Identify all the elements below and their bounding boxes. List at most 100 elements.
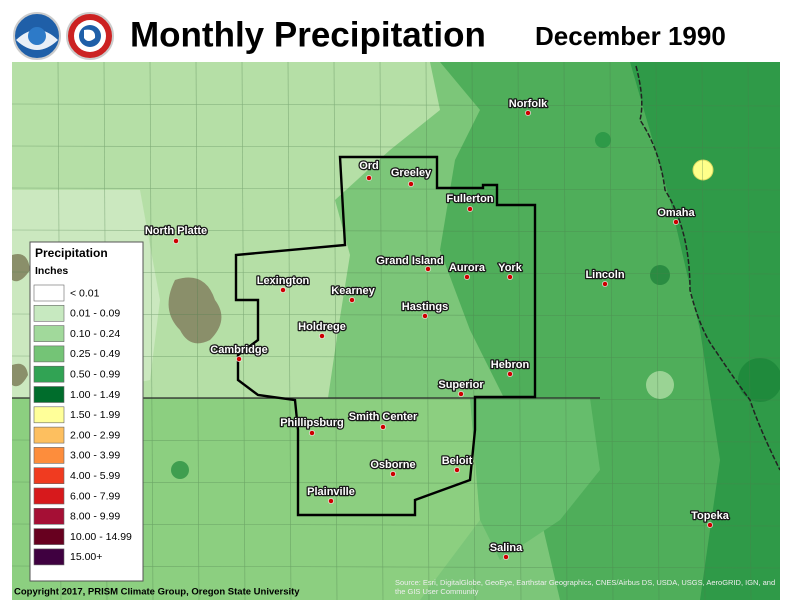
- city-label: Kearney: [331, 285, 375, 297]
- city-dot: [673, 219, 679, 225]
- legend-label: < 0.01: [70, 287, 100, 299]
- county-line: [747, 62, 752, 600]
- city-dot: [319, 333, 325, 339]
- city-label: Smith Center: [349, 411, 418, 423]
- legend-swatch: [33, 447, 65, 464]
- county-line: [241, 62, 246, 600]
- city-label: Beloit: [442, 455, 473, 467]
- legend-label: 4.00 - 5.99: [70, 470, 120, 482]
- city-dot: [464, 274, 470, 280]
- city-dot: [467, 206, 473, 212]
- legend-swatch: [33, 345, 65, 363]
- city-dot: [707, 522, 713, 528]
- county-line: [655, 62, 660, 600]
- nws-logo: [66, 12, 114, 60]
- legend-swatch: [33, 284, 65, 302]
- city-dot: [458, 391, 464, 397]
- legend-label: 3.00 - 3.99: [70, 450, 120, 462]
- city-label: Osborne: [370, 459, 415, 471]
- legend-label: 0.50 - 0.99: [70, 368, 120, 380]
- legend-swatch: [33, 426, 65, 444]
- city-dot: [328, 498, 334, 504]
- city-dot: [425, 266, 431, 272]
- county-line: [563, 62, 568, 600]
- city-label: Hebron: [491, 359, 530, 371]
- city-label: Superior: [438, 379, 484, 391]
- city-dot: [280, 287, 286, 293]
- source-box: Source: Esri, DigitalGlobe, GeoEye, Eart…: [395, 578, 776, 596]
- city-label: Lexington: [257, 275, 310, 287]
- city-label: Lincoln: [585, 269, 624, 281]
- city-dot: [422, 313, 428, 319]
- legend-label: 10.00 - 14.99: [70, 531, 132, 543]
- city-label: Greeley: [391, 167, 432, 179]
- county-line: [12, 187, 780, 191]
- city-dot: [602, 281, 608, 287]
- legend-swatch: [33, 507, 65, 525]
- city-dot: [507, 371, 513, 377]
- city-label: Omaha: [657, 207, 695, 219]
- legend-units: Inches: [35, 265, 68, 277]
- legend-label: 0.25 - 0.49: [70, 348, 120, 360]
- county-line: [195, 62, 200, 600]
- legend-swatch: [33, 386, 65, 403]
- legend-label: 1.50 - 1.99: [70, 409, 120, 421]
- date: December 1990: [535, 21, 726, 51]
- legend-label: 1.00 - 1.49: [70, 389, 120, 401]
- city-dot: [390, 471, 396, 477]
- legend-label: 2.00 - 2.99: [70, 429, 120, 441]
- legend-label: 6.00 - 7.99: [70, 490, 120, 502]
- city-label: Grand Island: [376, 255, 443, 267]
- legend-swatch: [33, 365, 65, 383]
- city-dot: [503, 554, 509, 560]
- city-dot: [507, 274, 513, 280]
- city-label: Phillipsburg: [280, 417, 344, 429]
- title: Monthly Precipitation: [130, 15, 486, 54]
- legend-label: 8.00 - 9.99: [70, 511, 120, 523]
- city-dot: [525, 110, 531, 116]
- county-line: [517, 62, 522, 600]
- city-label: Topeka: [691, 510, 730, 522]
- legend-swatch: [33, 528, 65, 545]
- county-line: [149, 62, 154, 600]
- city-dot: [366, 175, 372, 181]
- legend-label: 0.10 - 0.24: [70, 328, 120, 340]
- city-label: York: [498, 262, 523, 274]
- city-dot: [380, 424, 386, 430]
- county-line: [471, 62, 476, 600]
- city-label: Fullerton: [446, 193, 493, 205]
- legend: Precipitation Inches < 0.01 0.01 - 0.09 0.…: [29, 241, 144, 582]
- county-line: [12, 103, 780, 107]
- county-line: [379, 62, 384, 600]
- city-label: Plainville: [307, 486, 355, 498]
- city-label: North Platte: [145, 225, 207, 237]
- city-dot: [173, 238, 179, 244]
- legend-title: Precipitation: [35, 246, 108, 260]
- city-dot: [349, 297, 355, 303]
- county-line: [12, 229, 780, 233]
- city-dot: [236, 356, 242, 362]
- legend-swatch: [33, 487, 65, 505]
- legend-label: 0.01 - 0.09: [70, 308, 120, 320]
- county-line: [609, 62, 614, 600]
- city-label: Cambridge: [210, 344, 267, 356]
- county-line: [425, 62, 430, 600]
- legend-swatch: [33, 406, 65, 424]
- county-line: [333, 62, 338, 600]
- city-label: Salina: [490, 542, 523, 554]
- legend-swatch: [33, 325, 65, 342]
- county-line: [12, 145, 780, 149]
- source: Source: Esri, DigitalGlobe, GeoEye, Eart…: [395, 578, 776, 596]
- legend-swatch: [33, 304, 65, 322]
- legend-label: 15.00+: [70, 551, 102, 563]
- city-label: Norfolk: [509, 98, 548, 110]
- city-label: Aurora: [449, 262, 486, 274]
- city-label: Holdrege: [298, 321, 346, 333]
- legend-swatch: [33, 467, 65, 485]
- city-label: Hastings: [402, 301, 448, 313]
- city-dot: [454, 467, 460, 473]
- county-line: [287, 62, 292, 600]
- copyright: Copyright 2017, PRISM Climate Group, Ore…: [14, 587, 300, 598]
- noaa-logo: [13, 12, 61, 60]
